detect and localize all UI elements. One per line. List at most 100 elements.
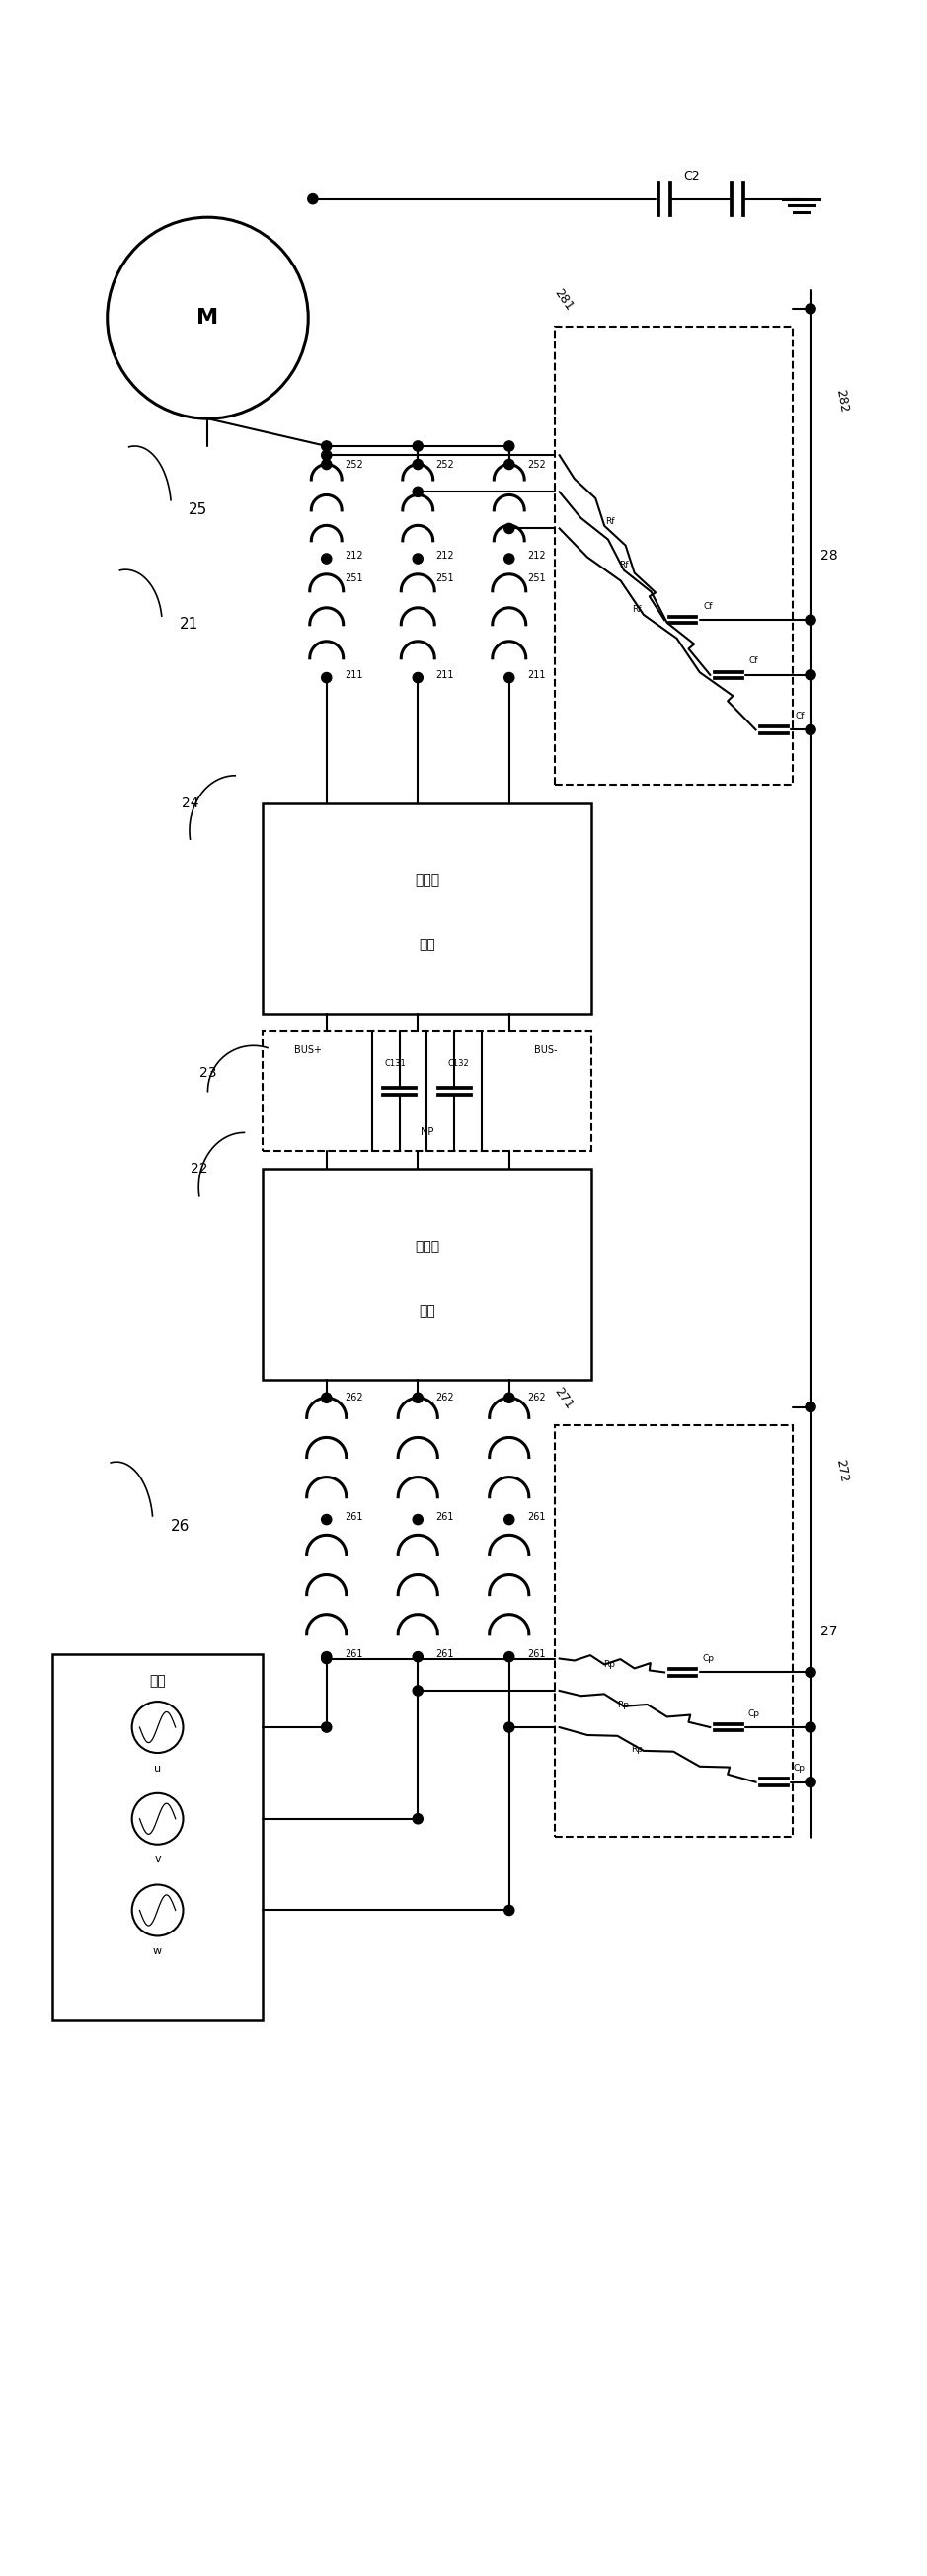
- Text: 261: 261: [527, 1649, 546, 1659]
- Text: 252: 252: [345, 459, 363, 469]
- Circle shape: [322, 459, 332, 469]
- Circle shape: [504, 1394, 514, 1404]
- Circle shape: [322, 672, 332, 683]
- Bar: [262, 1033, 591, 1151]
- Circle shape: [504, 523, 514, 533]
- Circle shape: [413, 1685, 423, 1695]
- Circle shape: [806, 1777, 816, 1788]
- Text: 23: 23: [199, 1066, 217, 1079]
- Text: 211: 211: [345, 670, 363, 680]
- Text: 261: 261: [436, 1649, 454, 1659]
- Text: 212: 212: [527, 551, 546, 562]
- Text: 换器: 换器: [419, 1303, 436, 1319]
- Text: 261: 261: [345, 1512, 363, 1522]
- Text: v: v: [154, 1855, 160, 1865]
- Text: 21: 21: [180, 618, 198, 631]
- Circle shape: [413, 487, 423, 497]
- Circle shape: [413, 440, 423, 451]
- Bar: [262, 804, 591, 1012]
- Circle shape: [413, 1515, 423, 1525]
- Text: BUS+: BUS+: [295, 1046, 322, 1056]
- Bar: [555, 1425, 793, 1837]
- Circle shape: [322, 1654, 332, 1664]
- Circle shape: [504, 459, 514, 469]
- Text: 26: 26: [171, 1517, 189, 1533]
- Circle shape: [806, 724, 816, 734]
- Circle shape: [806, 616, 816, 626]
- Text: Rp: Rp: [617, 1700, 629, 1710]
- Text: 211: 211: [436, 670, 454, 680]
- Text: 271: 271: [552, 1383, 576, 1412]
- Text: 212: 212: [345, 551, 363, 562]
- Text: 网侧变: 网侧变: [414, 1239, 439, 1255]
- Circle shape: [322, 554, 332, 564]
- Text: 262: 262: [345, 1394, 363, 1404]
- Text: 261: 261: [436, 1512, 454, 1522]
- Text: C2: C2: [683, 170, 700, 183]
- Circle shape: [504, 1906, 514, 1917]
- Circle shape: [413, 1394, 423, 1404]
- Circle shape: [806, 304, 816, 314]
- Text: 261: 261: [527, 1512, 546, 1522]
- Circle shape: [413, 459, 423, 469]
- Text: 262: 262: [436, 1394, 454, 1404]
- Text: 262: 262: [527, 1394, 546, 1404]
- Circle shape: [504, 1651, 514, 1662]
- Text: 281: 281: [552, 286, 576, 312]
- Text: Cp: Cp: [794, 1765, 806, 1772]
- Text: 24: 24: [182, 796, 198, 809]
- Circle shape: [322, 440, 332, 451]
- Text: 电网: 电网: [149, 1674, 166, 1687]
- Text: 换器: 换器: [419, 938, 436, 951]
- Circle shape: [806, 1723, 816, 1731]
- Circle shape: [504, 554, 514, 564]
- Bar: [555, 327, 793, 786]
- Text: M: M: [197, 309, 219, 327]
- Text: u: u: [154, 1765, 161, 1772]
- Text: 251: 251: [527, 574, 546, 585]
- Text: Rp: Rp: [603, 1659, 616, 1669]
- Text: 251: 251: [436, 574, 454, 585]
- Text: Rf: Rf: [618, 562, 628, 569]
- Circle shape: [322, 1723, 332, 1731]
- Text: 27: 27: [820, 1625, 837, 1638]
- Text: Rp: Rp: [631, 1744, 643, 1754]
- Text: w: w: [153, 1947, 162, 1955]
- Text: 252: 252: [527, 459, 546, 469]
- Circle shape: [504, 672, 514, 683]
- Text: NP: NP: [420, 1128, 434, 1139]
- Text: 机侧变: 机侧变: [414, 873, 439, 889]
- Text: Cp: Cp: [748, 1708, 760, 1718]
- Text: 28: 28: [820, 549, 837, 562]
- Text: 211: 211: [527, 670, 546, 680]
- Text: Cp: Cp: [703, 1654, 714, 1664]
- Text: Cf: Cf: [794, 711, 805, 721]
- Circle shape: [322, 1394, 332, 1404]
- Circle shape: [806, 1667, 816, 1677]
- Circle shape: [413, 554, 423, 564]
- Circle shape: [322, 451, 332, 461]
- Text: 212: 212: [436, 551, 454, 562]
- Text: Cf: Cf: [749, 657, 758, 665]
- Text: BUS-: BUS-: [534, 1046, 557, 1056]
- Circle shape: [504, 440, 514, 451]
- Circle shape: [806, 1401, 816, 1412]
- Circle shape: [413, 1651, 423, 1662]
- Text: 282: 282: [833, 389, 850, 412]
- Circle shape: [322, 1651, 332, 1662]
- Text: C132: C132: [448, 1059, 470, 1069]
- Circle shape: [308, 193, 318, 204]
- Text: Rf: Rf: [632, 605, 641, 613]
- Text: 272: 272: [833, 1458, 850, 1484]
- Bar: [262, 1170, 591, 1381]
- Text: 252: 252: [436, 459, 454, 469]
- Text: 251: 251: [345, 574, 363, 585]
- Text: 22: 22: [191, 1162, 208, 1177]
- Circle shape: [504, 1515, 514, 1525]
- Bar: [53, 1654, 262, 2020]
- Circle shape: [806, 670, 816, 680]
- Text: Cf: Cf: [704, 603, 713, 611]
- Text: 25: 25: [189, 502, 208, 518]
- Text: C131: C131: [385, 1059, 406, 1069]
- Circle shape: [322, 1515, 332, 1525]
